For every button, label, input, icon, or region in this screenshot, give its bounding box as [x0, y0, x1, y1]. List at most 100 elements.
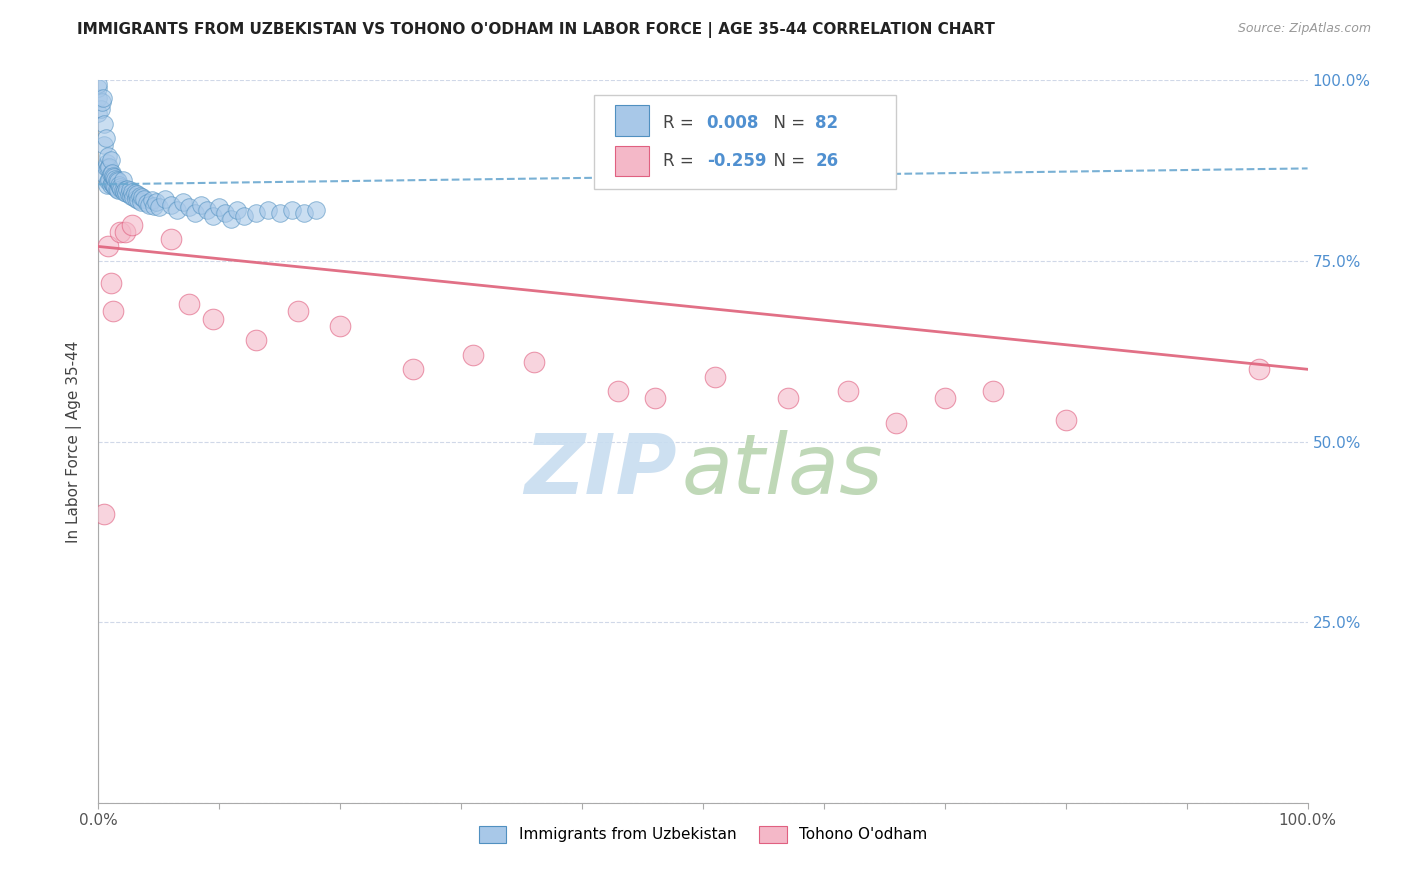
- Point: [232, 209, 254, 223]
- Point: [100, 166, 122, 180]
- Point: [287, 304, 309, 318]
- Point: [129, 194, 152, 209]
- Point: [101, 169, 124, 183]
- Point: [98, 173, 121, 187]
- Point: [886, 417, 908, 431]
- Point: [96, 178, 118, 192]
- Text: ZIP: ZIP: [524, 430, 676, 511]
- Y-axis label: In Labor Force | Age 35-44: In Labor Force | Age 35-44: [66, 341, 83, 542]
- Text: N =: N =: [763, 113, 811, 132]
- Point: [100, 176, 122, 190]
- FancyBboxPatch shape: [595, 95, 897, 189]
- Point: [256, 203, 278, 218]
- Point: [105, 182, 128, 196]
- Point: [704, 369, 727, 384]
- Point: [138, 197, 160, 211]
- Point: [934, 391, 956, 405]
- Point: [226, 203, 249, 218]
- Point: [100, 167, 122, 181]
- Point: [127, 187, 149, 202]
- Point: [96, 156, 118, 170]
- Point: [105, 173, 128, 187]
- Point: [121, 185, 143, 199]
- Point: [329, 318, 352, 333]
- Point: [97, 149, 120, 163]
- Point: [107, 174, 129, 188]
- Point: [122, 190, 145, 204]
- Point: [776, 391, 799, 405]
- Point: [118, 183, 141, 197]
- Point: [837, 384, 859, 398]
- Point: [1249, 362, 1271, 376]
- Point: [160, 232, 183, 246]
- Point: [111, 173, 134, 187]
- Point: [121, 218, 143, 232]
- Point: [108, 178, 131, 192]
- Point: [125, 192, 148, 206]
- Point: [135, 196, 157, 211]
- Point: [118, 187, 141, 202]
- Point: [184, 206, 207, 220]
- Point: [100, 178, 122, 192]
- Point: [128, 189, 150, 203]
- Point: [101, 178, 124, 192]
- Point: [202, 311, 225, 326]
- Point: [166, 203, 188, 218]
- Point: [131, 190, 153, 204]
- Point: [202, 209, 225, 223]
- Point: [90, 102, 112, 116]
- Point: [108, 225, 131, 239]
- Text: 26: 26: [815, 152, 838, 169]
- Point: [87, 91, 110, 105]
- Point: [160, 197, 183, 211]
- Point: [117, 182, 139, 196]
- Point: [1054, 413, 1077, 427]
- Legend: Immigrants from Uzbekistan, Tohono O'odham: Immigrants from Uzbekistan, Tohono O'odh…: [472, 820, 934, 849]
- Point: [103, 170, 125, 185]
- Point: [97, 174, 120, 188]
- Point: [101, 304, 124, 318]
- Point: [153, 192, 176, 206]
- Point: [127, 193, 149, 207]
- Point: [98, 160, 121, 174]
- Point: [93, 117, 115, 131]
- Point: [112, 185, 135, 199]
- Text: Source: ZipAtlas.com: Source: ZipAtlas.com: [1237, 22, 1371, 36]
- Point: [93, 167, 115, 181]
- Point: [179, 201, 201, 215]
- Point: [94, 131, 117, 145]
- Point: [94, 160, 117, 174]
- FancyBboxPatch shape: [614, 105, 648, 136]
- Point: [607, 384, 630, 398]
- Point: [91, 95, 114, 109]
- Text: IMMIGRANTS FROM UZBEKISTAN VS TOHONO O'ODHAM IN LABOR FORCE | AGE 35-44 CORRELAT: IMMIGRANTS FROM UZBEKISTAN VS TOHONO O'O…: [77, 22, 995, 38]
- Point: [111, 183, 134, 197]
- Text: -0.259: -0.259: [707, 152, 766, 169]
- Point: [402, 362, 425, 376]
- Point: [108, 180, 131, 194]
- Point: [245, 206, 267, 220]
- Point: [245, 334, 267, 348]
- Point: [103, 178, 125, 193]
- Point: [644, 391, 666, 405]
- Point: [463, 348, 485, 362]
- Point: [269, 206, 291, 220]
- Point: [93, 507, 115, 521]
- Point: [120, 189, 142, 203]
- Point: [292, 206, 315, 220]
- Point: [87, 105, 110, 120]
- Point: [214, 206, 236, 220]
- Text: R =: R =: [664, 113, 699, 132]
- Point: [87, 77, 110, 91]
- Point: [104, 171, 127, 186]
- Point: [114, 183, 136, 197]
- Point: [281, 203, 304, 218]
- Point: [97, 239, 120, 253]
- Point: [107, 183, 129, 197]
- Point: [190, 197, 212, 211]
- FancyBboxPatch shape: [614, 146, 648, 177]
- Text: 82: 82: [815, 113, 838, 132]
- Point: [305, 203, 328, 218]
- Point: [221, 212, 243, 227]
- Point: [145, 194, 167, 209]
